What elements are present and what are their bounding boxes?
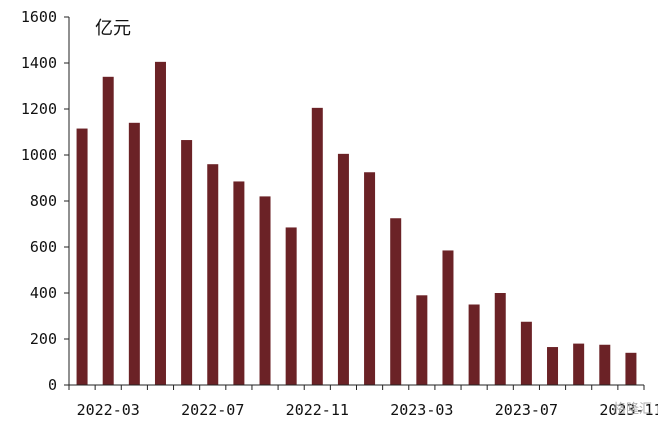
y-tick-label: 1000 <box>21 146 57 164</box>
unit-label: 亿元 <box>95 18 131 39</box>
bar-2022-04 <box>128 122 140 386</box>
x-tick-label: 2022-11 <box>286 401 349 419</box>
x-axis-ticks: 2022-03 2022-07 2022-11 2023-03 2023-07 2023-… <box>68 385 658 419</box>
bar-2023-07 <box>520 321 532 385</box>
y-tick-label: 400 <box>30 284 57 302</box>
bar-2023-09 <box>573 343 585 385</box>
bar-2023-04 <box>442 250 454 385</box>
y-axis-ticks: 0 200 400 600 800 1000 1200 1400 1600 <box>21 8 69 394</box>
y-tick-label: 600 <box>30 238 57 256</box>
bar-2022-12 <box>337 153 349 385</box>
bar-2022-07 <box>207 164 219 385</box>
bar-2023-01 <box>364 172 376 385</box>
y-tick-label: 1400 <box>21 54 57 72</box>
x-tick-label: 2023-07 <box>495 401 558 419</box>
bars <box>76 61 637 386</box>
x-tick-label: 2023-03 <box>390 401 453 419</box>
x-tick-label: 2022-03 <box>77 401 140 419</box>
bar-2023-05 <box>468 304 480 385</box>
bar-2023-06 <box>494 293 506 385</box>
bar-2022-03 <box>102 76 114 386</box>
bar-2022-02 <box>76 128 88 386</box>
bar-2023-08 <box>547 347 559 385</box>
bar-2023-10 <box>599 344 611 385</box>
bar-2022-05 <box>154 61 166 385</box>
y-tick-label: 200 <box>30 330 57 348</box>
bar-2022-08 <box>233 181 245 385</box>
y-tick-label: 1200 <box>21 100 57 118</box>
bar-2022-11 <box>311 107 323 385</box>
y-tick-label: 800 <box>30 192 57 210</box>
x-tick-label: 2022-07 <box>181 401 244 419</box>
y-tick-label: 0 <box>48 376 57 394</box>
bar-2022-09 <box>259 196 271 385</box>
bar-2023-02 <box>390 218 402 385</box>
watermark: 格隆汇 <box>612 402 652 417</box>
bar-2022-10 <box>285 227 297 385</box>
bar-2023-03 <box>416 295 428 385</box>
bar-2023-11 <box>625 352 637 385</box>
bar-2022-06 <box>181 140 193 385</box>
x-tick-label: 2023-11 <box>599 401 658 419</box>
y-tick-label: 1600 <box>21 8 57 26</box>
